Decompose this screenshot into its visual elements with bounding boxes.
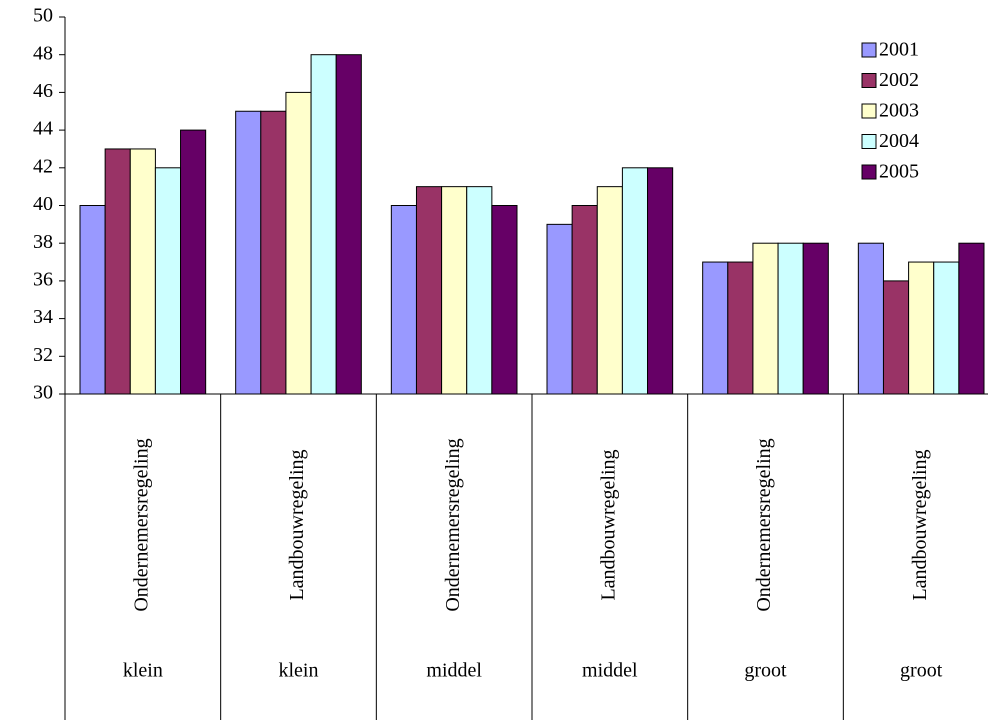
x-tick-label: Landbouwregeling [597,449,619,600]
legend-swatch [861,73,877,88]
bar [285,91,312,395]
bar [596,186,623,395]
bar [390,205,417,395]
legend-label: 2003 [879,100,919,122]
bar [129,148,156,395]
y-tick-label: 36 [33,268,53,290]
group-label: klein [123,660,163,682]
y-tick-label: 40 [33,193,53,215]
bar [908,261,935,395]
y-tick-label: 44 [33,118,53,140]
bar [702,261,729,395]
x-tick-label: Ondernemersregeling [130,438,152,611]
y-tick-label: 38 [33,231,53,253]
bar [491,205,518,395]
group-label: middel [426,660,482,682]
bar [235,110,262,395]
legend-label: 2005 [879,161,919,183]
legend-label: 2002 [879,69,919,91]
bar [777,242,804,395]
legend-swatch [861,134,877,149]
y-tick-label: 32 [33,344,53,366]
bar [958,242,985,395]
bar [104,148,131,395]
y-tick-label: 46 [33,80,53,102]
x-tick-label: Landbouwregeling [909,449,931,600]
bar [466,186,493,395]
bar [647,167,674,395]
bar [335,54,362,395]
bar [260,110,287,395]
group-label: klein [279,660,319,682]
y-tick-label: 34 [33,306,53,328]
bar [441,186,468,395]
bar [621,167,649,395]
group-label: middel [582,660,638,682]
group-label: groot [900,660,943,682]
bar [882,280,910,395]
bar [154,167,182,395]
bar [180,129,207,395]
x-tick-label: Landbouwregeling [286,449,308,600]
y-tick-label: 30 [33,382,53,404]
y-tick-label: 50 [33,5,53,27]
bar [79,205,106,395]
legend-swatch [861,103,877,119]
bar [310,54,337,395]
bar [857,242,884,395]
bar [546,223,573,395]
bar [727,261,754,395]
bar [802,242,829,395]
bar [933,261,960,395]
x-tick-label: Ondernemersregeling [753,438,775,611]
bar [571,205,598,395]
group-label: groot [744,660,787,682]
bar [752,242,779,395]
x-tick-label: Ondernemersregeling [442,438,464,611]
y-tick-label: 48 [33,42,53,64]
legend-swatch [861,42,877,58]
legend-label: 2004 [879,130,919,152]
legend-label: 2001 [879,39,919,61]
bar [415,186,443,395]
y-tick-label: 42 [33,155,53,177]
legend-swatch [861,164,877,180]
